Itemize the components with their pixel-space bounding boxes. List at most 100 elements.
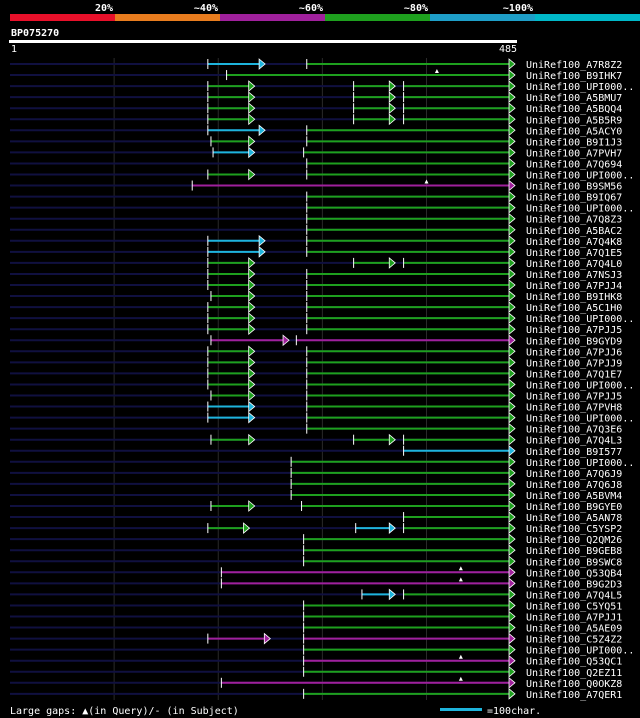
hit-row[interactable]: UniRef100_Q53QC1	[10, 654, 622, 668]
hit-label[interactable]: UniRef100_A7Q1E7	[526, 369, 622, 380]
hit-row[interactable]: UniRef100_A5BQQ4	[10, 102, 622, 115]
hit-row[interactable]: UniRef100_A7Q694	[10, 157, 622, 170]
hit-label[interactable]: UniRef100_A5BQQ4	[526, 104, 622, 115]
hit-row[interactable]: UniRef100_Q53QB4	[10, 566, 622, 579]
hit-label[interactable]: UniRef100_A5AN78	[526, 513, 622, 524]
hit-label[interactable]: UniRef100_Q2EZ11	[526, 668, 622, 679]
hit-label[interactable]: UniRef100_A5ACY0	[526, 126, 622, 137]
hit-label[interactable]: UniRef100_B9I577	[526, 447, 622, 458]
hit-label[interactable]: UniRef100_Q53QB4	[526, 568, 622, 579]
hit-row[interactable]: UniRef100_UPI000..	[10, 201, 634, 215]
hit-row[interactable]: UniRef100_A7PJJ5	[10, 389, 622, 403]
hit-label[interactable]: UniRef100_A7Q3E6	[526, 425, 622, 436]
hit-row[interactable]: UniRef100_A7PJJ6	[10, 345, 622, 358]
hit-row[interactable]: UniRef100_A7Q4L5	[10, 588, 622, 601]
hit-label[interactable]: UniRef100_B9SM56	[526, 182, 622, 193]
hit-row[interactable]: UniRef100_A5C1H0	[10, 301, 622, 314]
hit-label[interactable]: UniRef100_A5B5R9	[526, 115, 622, 126]
hit-label[interactable]: UniRef100_A7Q6J8	[526, 480, 622, 491]
hit-row[interactable]: UniRef100_UPI000..	[10, 312, 634, 325]
hit-row[interactable]: UniRef100_A5ACY0	[10, 124, 622, 137]
hit-row[interactable]: UniRef100_A7Q8Z3	[10, 212, 622, 226]
hit-row[interactable]: UniRef100_A7Q4L3	[10, 433, 622, 447]
hit-label[interactable]: UniRef100_UPI000..	[526, 380, 634, 391]
hit-row[interactable]: UniRef100_UPI000..	[10, 80, 634, 93]
hit-row[interactable]: UniRef100_B9I577	[10, 444, 622, 458]
hit-label[interactable]: UniRef100_B9GYE0	[526, 502, 622, 513]
hit-label[interactable]: UniRef100_B9GEB8	[526, 546, 622, 557]
hit-row[interactable]: UniRef100_A7Q4K8	[10, 234, 622, 248]
hit-label[interactable]: UniRef100_A7R8Z2	[526, 60, 622, 71]
hit-row[interactable]: UniRef100_A7PJJ5	[10, 323, 622, 336]
hit-label[interactable]: UniRef100_UPI000..	[526, 314, 634, 325]
hit-row[interactable]: UniRef100_B9SM56	[10, 179, 622, 193]
hit-label[interactable]: UniRef100_B9SWC8	[526, 557, 622, 568]
hit-label[interactable]: UniRef100_A5AE09	[526, 624, 622, 635]
hit-row[interactable]: UniRef100_A7PVH7	[10, 146, 622, 159]
hit-label[interactable]: UniRef100_UPI000..	[526, 171, 634, 182]
hit-row[interactable]: UniRef100_UPI000..	[10, 455, 634, 469]
hit-row[interactable]: UniRef100_A7Q6J8	[10, 478, 622, 491]
hit-label[interactable]: UniRef100_A5BAC2	[526, 226, 622, 237]
hit-label[interactable]: UniRef100_C5YSP2	[526, 524, 622, 535]
hit-row[interactable]: UniRef100_Q2QM26	[10, 533, 622, 546]
hit-row[interactable]: UniRef100_UPI000..	[10, 411, 634, 425]
hit-label[interactable]: UniRef100_A5C1H0	[526, 303, 622, 314]
hit-row[interactable]: UniRef100_B9GYD9	[10, 334, 622, 347]
hit-label[interactable]: UniRef100_B9G2D3	[526, 579, 622, 590]
hit-row[interactable]: UniRef100_A7Q4L0	[10, 257, 622, 270]
hit-label[interactable]: UniRef100_Q0OKZ8	[526, 679, 622, 690]
hit-label[interactable]: UniRef100_A7Q4L3	[526, 436, 622, 447]
hit-row[interactable]: UniRef100_B9G2D3	[10, 577, 622, 590]
hit-label[interactable]: UniRef100_A7NSJ3	[526, 270, 622, 281]
hit-row[interactable]: UniRef100_A7Q1E7	[10, 367, 622, 380]
hit-label[interactable]: UniRef100_A7Q8Z3	[526, 215, 622, 226]
hit-row[interactable]: UniRef100_A7Q6J9	[10, 466, 622, 480]
hit-row[interactable]: UniRef100_UPI000..	[10, 643, 634, 657]
hit-label[interactable]: UniRef100_A7PJJ5	[526, 392, 622, 403]
hit-label[interactable]: UniRef100_A7Q4L0	[526, 259, 622, 270]
hit-row[interactable]: UniRef100_B9IHK7	[10, 69, 622, 82]
hit-row[interactable]: UniRef100_B9I1J3	[10, 135, 622, 148]
hit-row[interactable]: UniRef100_Q0OKZ8	[10, 676, 622, 690]
hit-label[interactable]: UniRef100_C5YQ51	[526, 601, 622, 612]
hit-label[interactable]: UniRef100_A7Q694	[526, 159, 622, 170]
hit-row[interactable]: UniRef100_A7Q3E6	[10, 422, 622, 436]
hit-row[interactable]: UniRef100_A7PVH8	[10, 400, 622, 414]
hit-label[interactable]: UniRef100_A7Q4K8	[526, 237, 622, 248]
hit-row[interactable]: UniRef100_A5BMU7	[10, 91, 622, 104]
hit-label[interactable]: UniRef100_A5BMU7	[526, 93, 622, 104]
hit-row[interactable]: UniRef100_A5BVM4	[10, 489, 622, 502]
hit-row[interactable]: UniRef100_C5YQ51	[10, 599, 622, 612]
hit-row[interactable]: UniRef100_A5AE09	[10, 621, 622, 635]
hit-row[interactable]: UniRef100_C5YSP2	[10, 522, 622, 535]
hit-label[interactable]: UniRef100_A7Q6J9	[526, 469, 622, 480]
hit-row[interactable]: UniRef100_B9IHK8	[10, 290, 622, 303]
hit-label[interactable]: UniRef100_UPI000..	[526, 458, 634, 469]
hit-label[interactable]: UniRef100_A7QER1	[526, 690, 622, 701]
hit-label[interactable]: UniRef100_A7PJJ9	[526, 358, 622, 369]
hit-row[interactable]: UniRef100_A5B5R9	[10, 113, 622, 126]
hit-row[interactable]: UniRef100_A5AN78	[10, 511, 622, 524]
hit-label[interactable]: UniRef100_B9GYD9	[526, 336, 622, 347]
hit-label[interactable]: UniRef100_UPI000..	[526, 414, 634, 425]
hit-label[interactable]: UniRef100_A7PJJ4	[526, 281, 622, 292]
hit-label[interactable]: UniRef100_A7PJJ6	[526, 347, 622, 358]
hit-label[interactable]: UniRef100_B9IHK8	[526, 292, 622, 303]
hit-row[interactable]: UniRef100_A5BAC2	[10, 223, 622, 237]
hit-row[interactable]: UniRef100_A7PJJ9	[10, 356, 622, 369]
hit-label[interactable]: UniRef100_Q53QC1	[526, 657, 622, 668]
hit-label[interactable]: UniRef100_A7PVH8	[526, 403, 622, 414]
hit-row[interactable]: UniRef100_A7Q1E5	[10, 245, 622, 259]
hit-row[interactable]: UniRef100_UPI000..	[10, 168, 634, 182]
hit-label[interactable]: UniRef100_UPI000..	[526, 204, 634, 215]
hit-row[interactable]: UniRef100_B9SWC8	[10, 555, 622, 568]
hit-row[interactable]: UniRef100_A7QER1	[10, 687, 622, 701]
hit-row[interactable]: UniRef100_Q2EZ11	[10, 665, 622, 679]
hit-label[interactable]: UniRef100_B9IHK7	[526, 71, 622, 82]
hit-label[interactable]: UniRef100_B9IQ67	[526, 193, 622, 204]
hit-row[interactable]: UniRef100_B9GEB8	[10, 544, 622, 557]
hit-label[interactable]: UniRef100_UPI000..	[526, 646, 634, 657]
hit-row[interactable]: UniRef100_C5Z4Z2	[10, 632, 622, 646]
hit-row[interactable]: UniRef100_A7PJJ1	[10, 610, 622, 624]
